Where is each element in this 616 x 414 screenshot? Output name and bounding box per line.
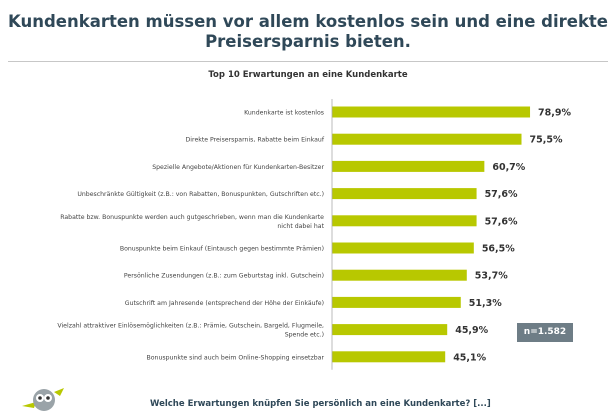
value-label-3: 60,7% <box>492 162 525 173</box>
value-label-8: 51,3% <box>469 298 502 309</box>
category-label-4: Unbeschränkte Gültigkeit (z.B.: von Raba… <box>77 191 324 198</box>
value-label-1: 78,9% <box>538 108 571 119</box>
category-label-5-line-1: Rabatte bzw. Bonuspunkte werden auch gut… <box>60 214 324 221</box>
bar-5 <box>332 215 477 227</box>
mascot-icon <box>22 388 64 411</box>
category-label-9-line-2: Spende etc.) <box>285 332 324 339</box>
category-label-9-line-1: Vielzahl attraktiver Einlösemöglichkeite… <box>57 323 324 330</box>
page-headline: Kundenkarten müssen vor allem kostenlos … <box>7 12 608 51</box>
bar-2 <box>332 133 522 145</box>
category-label-3: Spezielle Angebote/Aktionen für Kundenka… <box>152 164 324 171</box>
survey-question: Welche Erwartungen knüpfen Sie persönlic… <box>150 399 491 409</box>
bar-6 <box>332 242 474 254</box>
bar-9 <box>332 324 448 336</box>
value-label-5: 57,6% <box>485 216 518 227</box>
chart-title: Top 10 Erwartungen an eine Kundenkarte <box>208 70 408 80</box>
category-label-10: Bonuspunkte sind auch beim Online-Shoppi… <box>147 354 325 361</box>
category-label-5-line-2: nicht dabei hat <box>277 223 324 230</box>
value-label-6: 56,5% <box>482 244 515 255</box>
category-label-7: Persönliche Zusendungen (z.B.: zum Gebur… <box>124 273 324 280</box>
bar-3 <box>332 160 485 172</box>
bar-7 <box>332 269 467 281</box>
category-label-8: Gutschrift am Jahresende (entsprechend d… <box>125 300 324 307</box>
headline-divider <box>8 61 608 62</box>
category-label-1: Kundenkarte ist kostenlos <box>244 110 324 117</box>
value-label-4: 57,6% <box>485 189 518 200</box>
sample-size-badge: n=1.582 <box>517 323 573 342</box>
bar-4 <box>332 188 477 200</box>
value-label-9: 45,9% <box>455 325 488 336</box>
value-label-2: 75,5% <box>530 135 563 146</box>
value-label-7: 53,7% <box>475 271 508 282</box>
bar-1 <box>332 106 531 118</box>
bar-8 <box>332 296 461 308</box>
bar-10 <box>332 351 446 363</box>
category-label-6: Bonuspunkte beim Einkauf (Eintausch gege… <box>120 246 324 253</box>
category-label-2: Direkte Preisersparnis, Rabatte beim Ein… <box>186 137 325 144</box>
value-label-10: 45,1% <box>453 352 486 363</box>
